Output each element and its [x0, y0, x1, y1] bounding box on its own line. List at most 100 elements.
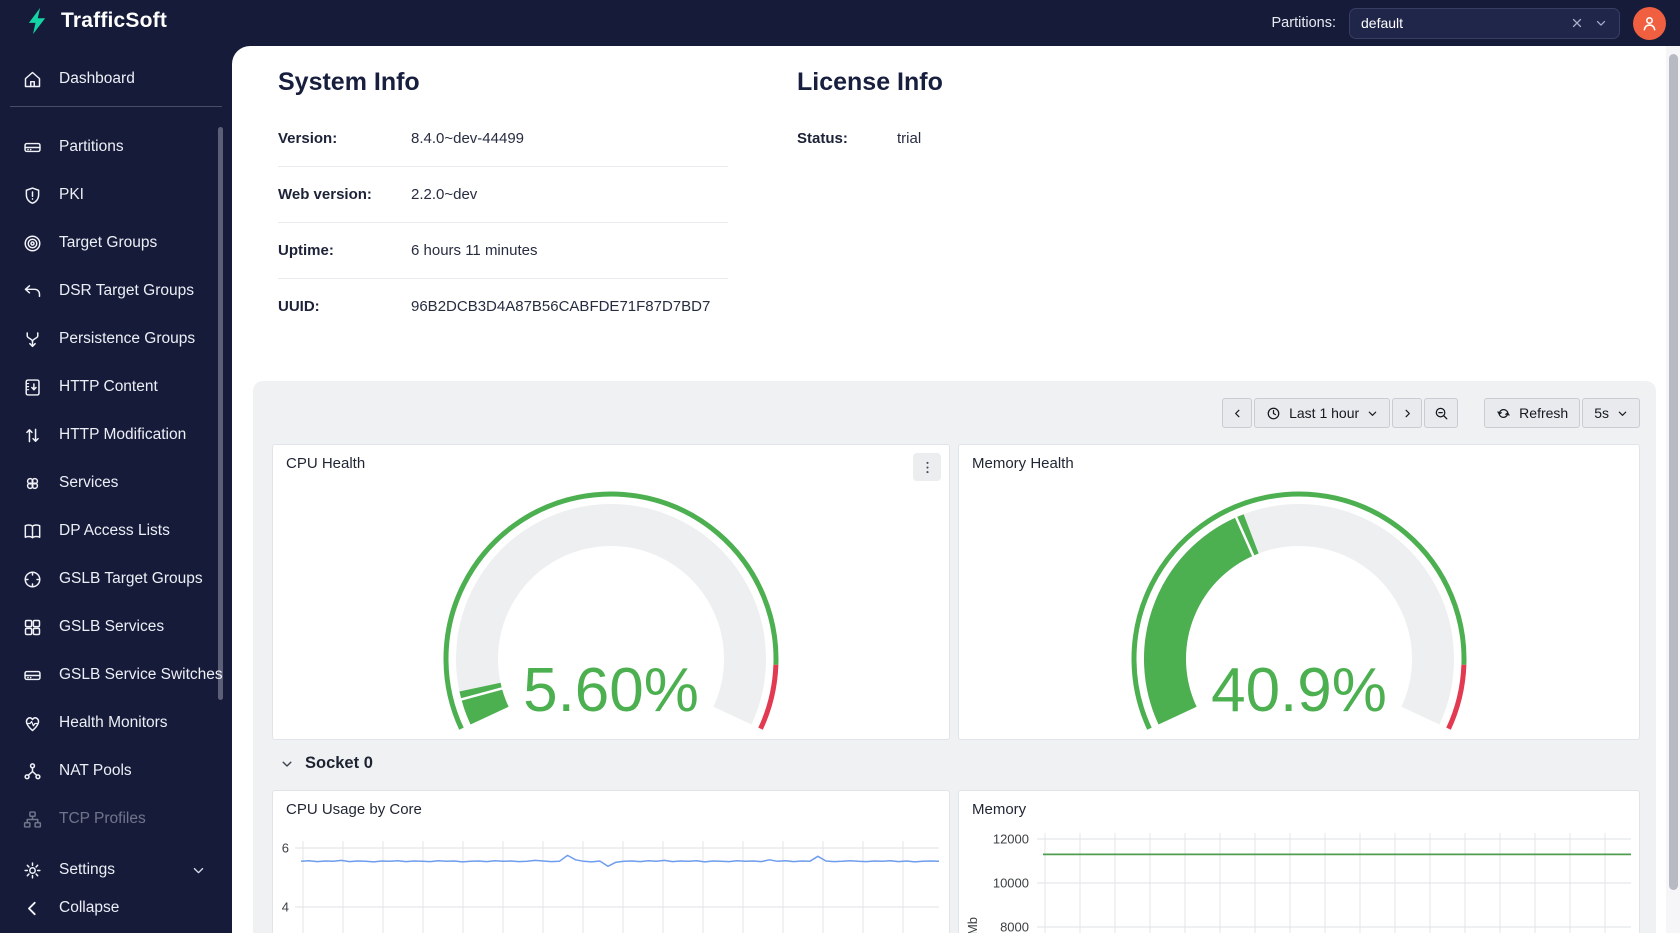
sidebar-item-label: NAT Pools: [59, 762, 132, 779]
info-label: UUID:: [278, 298, 320, 315]
y-tick-label: 10000: [993, 876, 1029, 891]
info-label: Uptime:: [278, 242, 334, 259]
user-avatar-button[interactable]: [1633, 6, 1666, 40]
home-icon: [22, 69, 43, 90]
sidebar-item-label: GSLB Target Groups: [59, 570, 203, 587]
info-label: Status:: [797, 130, 848, 147]
sidebar-item-label: DSR Target Groups: [59, 282, 194, 299]
gauge-value: 40.9%: [1211, 656, 1387, 725]
y-tick-label: 4: [282, 900, 289, 915]
sidebar-item-gslb-service-switches[interactable]: GSLB Service Switches: [0, 651, 232, 699]
sitemap-icon: [22, 809, 43, 830]
partitions-select[interactable]: default: [1349, 7, 1620, 39]
person-icon: [1643, 16, 1656, 30]
card-menu-button[interactable]: [913, 453, 941, 481]
sidebar-item-target-groups[interactable]: Target Groups: [0, 219, 232, 267]
partitions-label: Partitions:: [1271, 15, 1336, 31]
refresh-button[interactable]: Refresh: [1484, 398, 1581, 428]
kebab-icon: [925, 461, 929, 473]
time-forward-button[interactable]: [1392, 398, 1423, 428]
sidebar-footer: Settings Collapse: [0, 851, 232, 927]
grid-icon: [22, 617, 43, 638]
sidebar-item-http-content[interactable]: HTTP Content: [0, 363, 232, 411]
refresh-interval-value: 5s: [1594, 405, 1609, 421]
clock-icon: [1266, 406, 1281, 421]
topbar: Partitions: default: [232, 0, 1680, 46]
sidebar-item-settings[interactable]: Settings: [0, 851, 232, 889]
y-axis-label: Mb: [965, 917, 980, 933]
license-info-title: License Info: [797, 68, 943, 96]
cpu-usage-by-core-card: CPU Usage by Core 6 4: [272, 790, 950, 933]
info-label: Version:: [278, 130, 338, 147]
main-content: System Info Version: 8.4.0~dev-44499 Web v…: [232, 46, 1666, 933]
sidebar-item-partitions[interactable]: Partitions: [0, 123, 232, 171]
sidebar-item-services[interactable]: Services: [0, 459, 232, 507]
sidebar-item-health-monitors[interactable]: Health Monitors: [0, 699, 232, 747]
refresh-interval-button[interactable]: 5s: [1582, 398, 1640, 428]
sidebar-nav: Partitions PKI Target Groups DSR Target Gro…: [0, 123, 232, 837]
sidebar-item-label: Persistence Groups: [59, 330, 196, 347]
metrics-panel: Last 1 hour Refresh: [253, 381, 1656, 933]
gauge-value: 5.60%: [523, 656, 699, 725]
sidebar-item-label: GSLB Services: [59, 618, 165, 635]
brand-name: TrafficSoft: [61, 9, 168, 32]
chevron-down-icon: [280, 757, 294, 771]
system-info-row: Web version: 2.2.0~dev: [278, 167, 728, 223]
sidebar-item-gslb-services[interactable]: GSLB Services: [0, 603, 232, 651]
shield-exclamation-icon: [22, 185, 43, 206]
info-value: 6 hours 11 minutes: [411, 242, 538, 259]
sidebar-item-nat-pools[interactable]: NAT Pools: [0, 747, 232, 795]
y-tick-label: 12000: [993, 832, 1029, 847]
time-back-button[interactable]: [1222, 398, 1253, 428]
sidebar-item-tcp-profiles[interactable]: TCP Profiles: [0, 795, 232, 837]
open-book-icon: [22, 521, 43, 542]
merge-icon: [22, 329, 43, 350]
page-scrollbar-track: [1666, 46, 1680, 933]
time-range-button[interactable]: Last 1 hour: [1254, 398, 1391, 428]
sidebar-item-label: PKI: [59, 186, 84, 203]
journal-arrow-icon: [22, 377, 43, 398]
license-info-section: License Info Status: trial: [797, 46, 1097, 166]
globe-icon: [22, 569, 43, 590]
gear-icon: [22, 860, 43, 881]
refresh-group: Refresh 5s: [1484, 398, 1640, 428]
chevron-down-icon: [1367, 408, 1378, 419]
arrows-up-down-icon: [22, 425, 43, 446]
sidebar-item-label: TCP Profiles: [59, 810, 146, 827]
sidebar-item-label: HTTP Modification: [59, 426, 187, 443]
sidebar-divider: [10, 106, 222, 107]
zoom-out-icon: [1434, 406, 1449, 421]
sidebar-item-gslb-target-groups[interactable]: GSLB Target Groups: [0, 555, 232, 603]
time-range-label: Last 1 hour: [1289, 405, 1360, 421]
socket-section-toggle[interactable]: Socket 0: [280, 754, 373, 773]
zoom-out-button[interactable]: [1424, 398, 1459, 428]
y-tick-label: 6: [282, 841, 289, 856]
sidebar-item-http-modification[interactable]: HTTP Modification: [0, 411, 232, 459]
chevron-left-icon: [1232, 408, 1243, 419]
chevron-down-icon: [191, 863, 206, 878]
memory-health-gauge: 40.9%: [1131, 491, 1467, 730]
chevron-down-icon[interactable]: [1594, 16, 1608, 30]
page-scrollbar-thumb[interactable]: [1669, 54, 1678, 890]
memory-health-title: Memory Health: [972, 455, 1074, 472]
cpu-health-gauge: 5.60%: [443, 491, 779, 730]
target-icon: [22, 233, 43, 254]
sidebar-item-pki[interactable]: PKI: [0, 171, 232, 219]
sidebar-item-label: Health Monitors: [59, 714, 168, 731]
sidebar-item-collapse[interactable]: Collapse: [0, 889, 232, 927]
sidebar-item-label: HTTP Content: [59, 378, 158, 395]
sidebar-item-label: GSLB Service Switches: [59, 666, 223, 683]
cluster-icon: [22, 473, 43, 494]
sidebar-item-dp-access-lists[interactable]: DP Access Lists: [0, 507, 232, 555]
socket-section-title: Socket 0: [305, 754, 373, 772]
system-info-row: UUID: 96B2DCB3D4A87B56CABFDE71F87D7BD7: [278, 279, 728, 334]
server-icon: [22, 665, 43, 686]
system-info-row: Uptime: 6 hours 11 minutes: [278, 223, 728, 279]
sidebar-scrollbar[interactable]: [218, 127, 223, 700]
brand-logo: TrafficSoft: [22, 6, 167, 36]
sidebar-item-dsr-target-groups[interactable]: DSR Target Groups: [0, 267, 232, 315]
sidebar-item-dashboard[interactable]: Dashboard: [0, 55, 232, 103]
sidebar-item-persistence-groups[interactable]: Persistence Groups: [0, 315, 232, 363]
trafficsoft-logo-icon: [22, 6, 52, 36]
clear-x-icon[interactable]: [1570, 16, 1584, 30]
